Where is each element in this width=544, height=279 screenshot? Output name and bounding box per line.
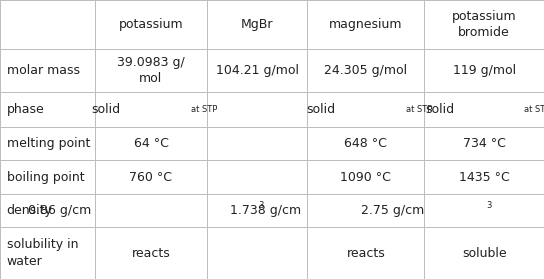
Text: boiling point: boiling point xyxy=(7,171,84,184)
Text: 64 °C: 64 °C xyxy=(133,137,169,150)
Text: solubility in
water: solubility in water xyxy=(7,239,78,268)
Text: 1.738 g/cm: 1.738 g/cm xyxy=(230,204,301,217)
Text: density: density xyxy=(7,204,52,217)
Text: melting point: melting point xyxy=(7,137,90,150)
Text: at STP: at STP xyxy=(524,105,544,114)
Text: soluble: soluble xyxy=(462,247,506,260)
Text: 24.305 g/mol: 24.305 g/mol xyxy=(324,64,407,77)
Text: at STP: at STP xyxy=(191,105,217,114)
Text: 1435 °C: 1435 °C xyxy=(459,171,510,184)
Text: potassium: potassium xyxy=(119,18,183,31)
Text: potassium
bromide: potassium bromide xyxy=(452,10,516,39)
Text: reacts: reacts xyxy=(132,247,170,260)
Text: solid: solid xyxy=(92,103,121,116)
Text: solid: solid xyxy=(425,103,454,116)
Text: phase: phase xyxy=(7,103,44,116)
Text: 39.0983 g/
mol: 39.0983 g/ mol xyxy=(117,56,185,85)
Text: 119 g/mol: 119 g/mol xyxy=(453,64,516,77)
Text: 1090 °C: 1090 °C xyxy=(341,171,391,184)
Text: 734 °C: 734 °C xyxy=(463,137,505,150)
Text: 3: 3 xyxy=(486,201,492,210)
Text: 3: 3 xyxy=(258,201,264,210)
Text: reacts: reacts xyxy=(347,247,385,260)
Text: 2.75 g/cm: 2.75 g/cm xyxy=(361,204,424,217)
Text: MgBr: MgBr xyxy=(241,18,273,31)
Text: 104.21 g/mol: 104.21 g/mol xyxy=(215,64,299,77)
Text: at STP: at STP xyxy=(406,105,432,114)
Text: 648 °C: 648 °C xyxy=(344,137,387,150)
Text: 0.86 g/cm: 0.86 g/cm xyxy=(28,204,91,217)
Text: magnesium: magnesium xyxy=(329,18,403,31)
Text: molar mass: molar mass xyxy=(7,64,79,77)
Text: 760 °C: 760 °C xyxy=(129,171,172,184)
Text: solid: solid xyxy=(307,103,336,116)
